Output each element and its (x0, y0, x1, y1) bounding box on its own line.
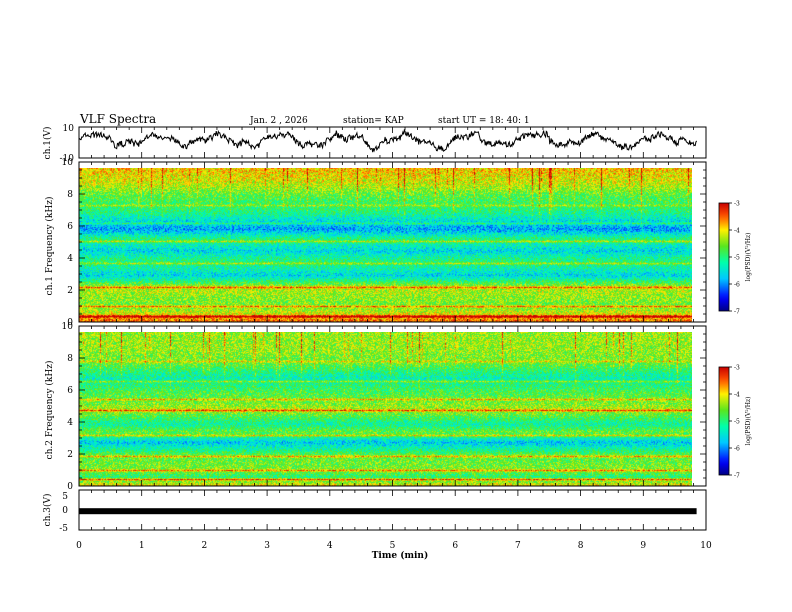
y-tick-label: 8 (67, 190, 73, 200)
y-tick-label: 10 (62, 158, 74, 168)
header-station: station= KAP (343, 116, 404, 126)
ch2-spectrogram-ticks (78, 326, 707, 486)
y-tick-label: 10 (62, 322, 74, 332)
ch1-spectrogram-yticklabels: 0 2 4 6 8 10 (62, 158, 706, 328)
ch1-spectrogram-ticks (78, 162, 707, 322)
header-title: VLF Spectra (79, 112, 156, 126)
colorbar-tick-label: -4 (734, 228, 740, 235)
x-tick-label: 7 (515, 541, 521, 551)
colorbar-tick-label: -3 (734, 201, 740, 208)
y-tick-label: 4 (67, 254, 73, 264)
ch1-colorbar (719, 203, 729, 311)
colorbar-tick-label: -5 (734, 419, 740, 426)
y-tick-label: 2 (67, 450, 73, 460)
y-tick-label: 0 (67, 482, 73, 492)
ch1-ytick-bottom: -10 (60, 154, 75, 164)
ch2-spectrogram-image (79, 332, 692, 486)
colorbar-tick-label: -4 (734, 392, 740, 399)
colorbar-tick-label: -6 (734, 446, 740, 453)
ch3-ytick-mid: 0 (62, 506, 68, 516)
y-tick-label: 0 (67, 318, 73, 328)
ch2-spectrogram-ylabel: ch.2 Frequency (kHz) (44, 361, 55, 460)
colorbar-tick-label: -6 (734, 282, 740, 289)
x-axis-label: Time (min) (372, 550, 429, 561)
ch3-ytick-top: 5 (62, 492, 68, 502)
y-tick-label: 6 (67, 386, 73, 396)
colorbar-tick-label: -7 (734, 309, 740, 316)
ch3-ytick-bottom: -5 (59, 524, 68, 534)
x-tick-label: 6 (452, 541, 458, 551)
x-tick-label: 0 (76, 541, 82, 551)
x-tick-label: 10 (700, 541, 712, 551)
x-tick-label: 8 (578, 541, 584, 551)
y-tick-label: 2 (67, 286, 73, 296)
colorbar-tick-label: -5 (734, 255, 740, 262)
x-tick-label: 2 (202, 541, 208, 551)
ch1-spectrogram-ylabel: ch.1 Frequency (kHz) (44, 197, 55, 296)
ch2-colorbar-ticks: -3 -4 -5 -6 -7 (729, 365, 740, 480)
ch3-waveform-panel: 5 0 -5 ch.3(V) (42, 489, 707, 534)
ch1-waveform-ylabel: ch.1(V) (42, 127, 53, 160)
ch1-colorbar-label: log(PSD)(V²/Hz) (745, 233, 752, 282)
ch3-waveform-ylabel: ch.3(V) (42, 494, 53, 527)
ch2-spectrogram-yticklabels: 0 2 4 6 8 10 (62, 322, 706, 492)
y-tick-label: 6 (67, 222, 73, 232)
x-tick-label: 4 (327, 541, 333, 551)
colorbar-tick-label: -3 (734, 365, 740, 372)
x-tick-label: 9 (640, 541, 646, 551)
x-tick-label: 5 (390, 541, 396, 551)
header-date: Jan. 2 , 2026 (249, 116, 308, 126)
ch1-waveform-line (78, 128, 698, 153)
ch3-waveform-line (79, 508, 697, 515)
ch2-colorbar-label: log(PSD)(V²/Hz) (745, 397, 752, 446)
ch2-colorbar (719, 367, 729, 475)
ch1-colorbar-ticks: -3 -4 -5 -6 -7 (729, 201, 740, 316)
colorbar-tick-label: -7 (734, 473, 740, 480)
ch1-waveform-ticks (78, 127, 707, 158)
x-tick-label: 1 (139, 541, 145, 551)
ch1-spectrogram-image (79, 168, 692, 322)
y-tick-label: 8 (67, 354, 73, 364)
ch3-waveform-ticks (78, 490, 707, 530)
x-axis-ticklabels: 0 1 2 3 4 5 6 7 8 9 10 (76, 541, 712, 551)
ch1-ytick-top: 10 (63, 124, 75, 134)
ch1-waveform-panel: 10 -10 ch.1(V) (42, 124, 707, 164)
y-tick-label: 4 (67, 418, 73, 428)
header-start-time: start UT = 18: 40: 1 (438, 116, 530, 126)
x-tick-label: 3 (264, 541, 270, 551)
